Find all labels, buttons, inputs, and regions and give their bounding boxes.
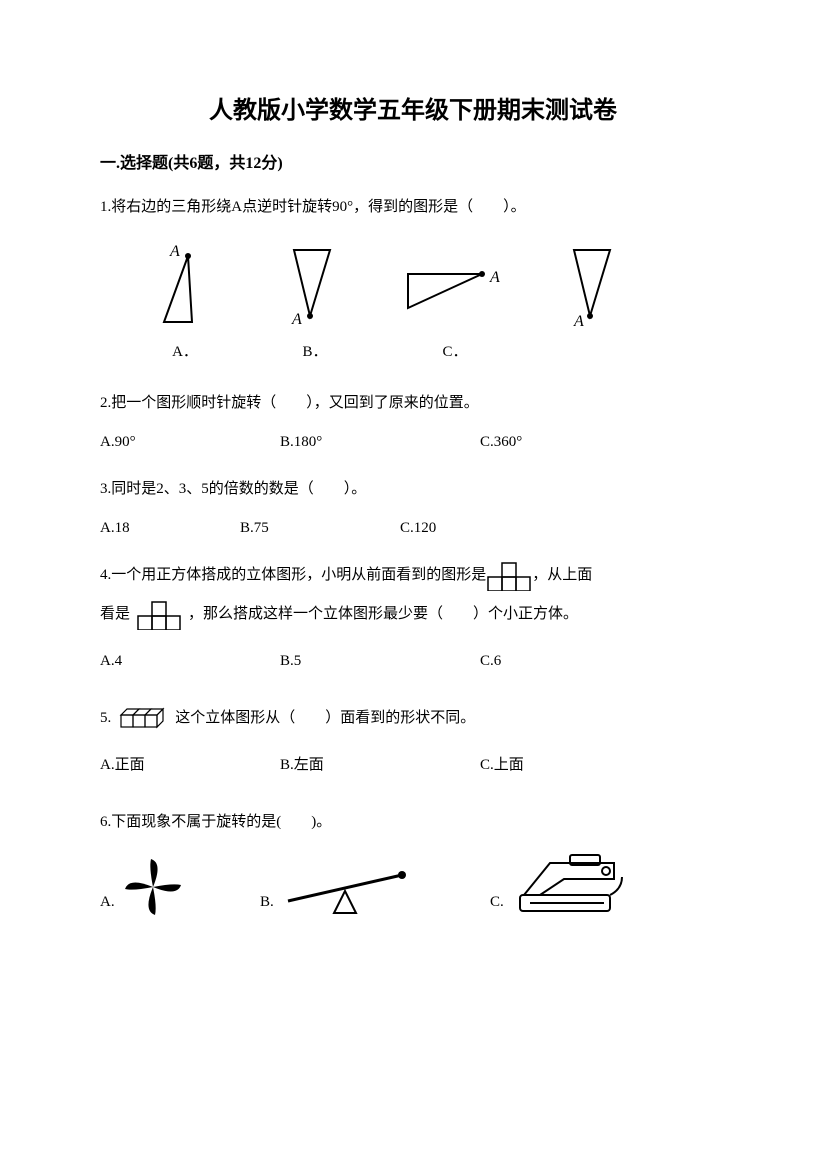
q1-option-c: A C． xyxy=(390,262,520,369)
question-3: 3.同时是2、3、5的倍数的数是（ ）。 A.18 B.75 C.120 xyxy=(100,473,726,545)
q1-option-b: A B． xyxy=(260,242,370,369)
pinwheel-icon xyxy=(121,855,185,919)
q3-options: A.18 B.75 C.120 xyxy=(100,512,726,545)
point-label: A xyxy=(573,313,584,330)
q2-text: 2.把一个图形顺时针旋转（ ），又回到了原来的位置。 xyxy=(100,387,726,420)
q5-text2: 这个立体图形从（ ）面看到的形状不同。 xyxy=(175,702,475,735)
q2-opt-b: B.180° xyxy=(280,426,480,459)
q6-item-c: C. xyxy=(490,849,630,919)
q4-options: A.4 B.5 C.6 xyxy=(100,645,726,678)
q1-option-a: A A． xyxy=(130,242,240,369)
seesaw-icon xyxy=(280,863,410,919)
triangle-a-icon: A xyxy=(150,242,220,332)
q1-blank xyxy=(593,336,597,369)
q6-opt-b: B. xyxy=(260,886,274,919)
triangle-c-icon: A xyxy=(400,262,510,332)
page-title: 人教版小学数学五年级下册期末测试卷 xyxy=(100,90,726,125)
q4-text1: 4.一个用正方体搭成的立体图形，小明从前面看到的图形是 xyxy=(100,559,486,592)
question-6: 6.下面现象不属于旋转的是( )。 A. B. xyxy=(100,806,726,919)
q5-text1: 5. xyxy=(100,702,111,735)
q3-text: 3.同时是2、3、5的倍数的数是（ ）。 xyxy=(100,473,726,506)
q3-opt-b: B.75 xyxy=(240,512,400,545)
q1-original: A xyxy=(540,242,650,369)
question-4: 4.一个用正方体搭成的立体图形，小明从前面看到的图形是 ，从上面 看是 xyxy=(100,559,726,678)
q4-text3: 看是 xyxy=(100,598,130,631)
q5-options: A.正面 B.左面 C.上面 xyxy=(100,749,726,782)
q4-opt-a: A.4 xyxy=(100,645,280,678)
front-view-icon xyxy=(486,561,532,591)
q1-text: 1.将右边的三角形绕A点逆时针旋转90°，得到的图形是（ ）。 xyxy=(100,191,726,224)
triangle-orig-icon: A xyxy=(560,242,630,332)
q5-opt-b: B.左面 xyxy=(280,749,480,782)
q1-diagrams: A A． A B． A xyxy=(130,242,726,369)
top-view-icon xyxy=(136,600,182,630)
stapler-icon xyxy=(510,849,630,919)
q3-opt-a: A.18 xyxy=(100,512,240,545)
q4-opt-c: C.6 xyxy=(480,645,630,678)
q4-opt-b: B.5 xyxy=(280,645,480,678)
point-label: A xyxy=(291,311,302,328)
point-label: A xyxy=(489,269,500,286)
q5-opt-a: A.正面 xyxy=(100,749,280,782)
q4-text2: ，从上面 xyxy=(532,559,592,592)
q3-opt-c: C.120 xyxy=(400,512,436,545)
question-1: 1.将右边的三角形绕A点逆时针旋转90°，得到的图形是（ ）。 A A． A B… xyxy=(100,191,726,369)
triangle-b-icon: A xyxy=(280,242,350,332)
q6-item-a: A. xyxy=(100,855,260,919)
q6-opt-a: A. xyxy=(100,886,115,919)
q6-item-b: B. xyxy=(260,863,490,919)
point-label: A xyxy=(169,243,180,260)
q6-text: 6.下面现象不属于旋转的是( )。 xyxy=(100,806,726,839)
q2-opt-a: A.90° xyxy=(100,426,280,459)
cubes-3d-icon xyxy=(115,705,171,733)
q1-label-a: A． xyxy=(172,336,198,369)
q2-options: A.90° B.180° C.360° xyxy=(100,426,726,459)
section-header: 一.选择题(共6题，共12分) xyxy=(100,149,726,173)
q1-label-c: C． xyxy=(442,336,467,369)
q1-label-b: B． xyxy=(302,336,327,369)
question-2: 2.把一个图形顺时针旋转（ ），又回到了原来的位置。 A.90° B.180° … xyxy=(100,387,726,459)
q4-text4: ，那么搭成这样一个立体图形最少要（ ）个小正方体。 xyxy=(188,598,578,631)
q5-opt-c: C.上面 xyxy=(480,749,630,782)
question-5: 5. xyxy=(100,702,726,782)
q2-opt-c: C.360° xyxy=(480,426,630,459)
q6-images: A. B. C. xyxy=(100,849,726,919)
q6-opt-c: C. xyxy=(490,886,504,919)
